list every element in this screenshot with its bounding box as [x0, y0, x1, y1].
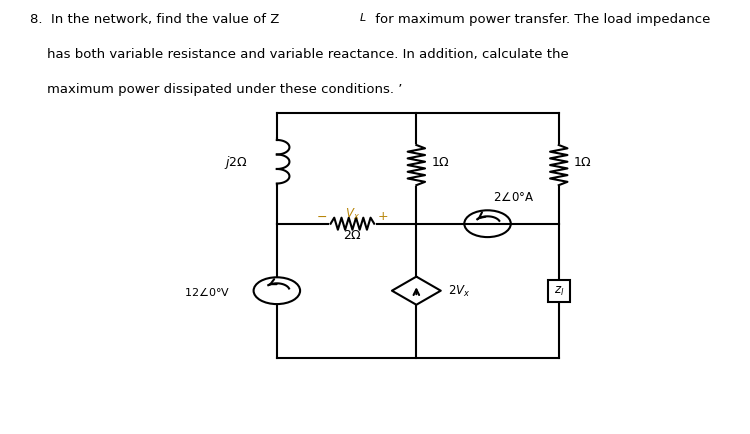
- Text: $1\Omega$: $1\Omega$: [430, 156, 450, 169]
- Text: $+$: $+$: [377, 209, 388, 222]
- Text: $2\Omega$: $2\Omega$: [343, 228, 362, 241]
- Text: L: L: [359, 13, 365, 23]
- Text: $12\angle 0°$V: $12\angle 0°$V: [184, 285, 230, 297]
- Text: for maximum power transfer. The load impedance: for maximum power transfer. The load imp…: [371, 13, 711, 26]
- Text: $2V_x$: $2V_x$: [448, 283, 471, 299]
- Text: 8.  In the network, find the value of Z: 8. In the network, find the value of Z: [30, 13, 279, 26]
- Text: maximum power dissipated under these conditions. ’: maximum power dissipated under these con…: [30, 82, 402, 95]
- Text: $z_l$: $z_l$: [554, 284, 564, 298]
- Text: $V_x$: $V_x$: [345, 206, 360, 221]
- Text: has both variable resistance and variable reactance. In addition, calculate the: has both variable resistance and variabl…: [30, 48, 568, 61]
- Text: $-$: $-$: [316, 209, 328, 222]
- Text: $2\angle 0°$A: $2\angle 0°$A: [494, 191, 535, 204]
- Bar: [548, 280, 570, 302]
- Text: $1\Omega$: $1\Omega$: [573, 156, 592, 169]
- Text: $j2\Omega$: $j2\Omega$: [224, 154, 248, 171]
